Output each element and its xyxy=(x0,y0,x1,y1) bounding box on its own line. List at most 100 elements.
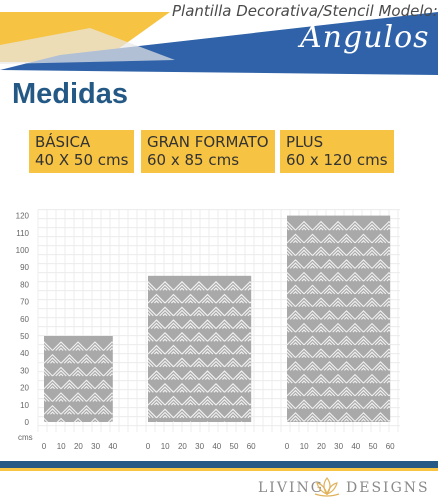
chevron-mark xyxy=(337,335,356,346)
chevron-mark xyxy=(298,377,310,384)
chevron-mark xyxy=(109,398,113,402)
chevron-mark xyxy=(55,344,67,351)
chevron-mark xyxy=(303,233,322,244)
chevron-mark xyxy=(61,431,78,440)
chevron-mark xyxy=(319,432,323,434)
chevron-mark xyxy=(287,344,288,345)
chevron-mark xyxy=(310,367,315,371)
chevron-mark xyxy=(150,322,163,329)
chevron-mark xyxy=(44,362,45,364)
chevron-mark xyxy=(318,354,324,358)
chevron-mark xyxy=(398,324,415,333)
chevron-mark xyxy=(50,360,55,364)
chevron-mark xyxy=(287,322,296,333)
chevron-mark xyxy=(312,348,330,358)
chevron-mark xyxy=(404,305,408,307)
chevron-mark xyxy=(265,429,276,434)
chevron-mark xyxy=(340,287,353,295)
chevron-mark xyxy=(250,422,267,431)
chevron-mark xyxy=(106,344,113,351)
chevron-mark xyxy=(218,373,231,380)
chevron-mark xyxy=(92,373,98,377)
chevron-mark xyxy=(176,386,188,393)
chevron-mark xyxy=(179,312,185,317)
chevron-mark xyxy=(259,384,276,393)
chevron-mark xyxy=(363,246,381,256)
chevron-mark xyxy=(315,326,327,333)
chevron-mark xyxy=(340,338,353,346)
chevron-mark xyxy=(380,373,391,384)
footer-brand-right: DESIGNS xyxy=(346,480,430,496)
chevron-mark xyxy=(361,265,366,269)
chevron-mark xyxy=(159,360,171,368)
chevron-mark xyxy=(320,233,339,244)
chevron-mark xyxy=(312,271,330,282)
chevron-mark xyxy=(363,399,381,409)
chevron-mark xyxy=(50,385,55,390)
chevron-mark xyxy=(361,445,365,447)
chevron-mark xyxy=(247,363,252,368)
chevron-mark xyxy=(148,344,166,355)
chevron-mark xyxy=(374,364,387,371)
chevron-mark xyxy=(176,335,188,342)
chevron-mark xyxy=(162,312,168,317)
chevron-mark xyxy=(366,249,378,256)
chevron-mark xyxy=(173,332,191,342)
chevron-mark xyxy=(366,326,378,333)
chevron-mark xyxy=(289,262,302,269)
chevron-mark xyxy=(173,281,191,291)
chevron-mark xyxy=(44,420,46,422)
chevron-mark xyxy=(318,252,324,256)
x-tick-label: 0 xyxy=(42,442,47,451)
chevron-mark xyxy=(354,284,373,295)
chevron-mark xyxy=(81,434,92,439)
chevron-mark xyxy=(86,392,104,402)
chevron-mark xyxy=(148,357,157,368)
chevron-mark xyxy=(293,392,298,397)
chevron-mark xyxy=(383,275,391,282)
chevron-mark xyxy=(156,281,174,291)
chevron-mark xyxy=(357,364,370,371)
chevron-mark xyxy=(344,265,349,269)
chevron-mark xyxy=(276,241,280,243)
x-tick-label: 10 xyxy=(161,442,170,451)
chevron-mark xyxy=(154,325,159,329)
chevron-mark xyxy=(227,335,239,342)
chevron-mark xyxy=(249,326,252,329)
chevron-mark xyxy=(404,279,408,281)
chevron-mark xyxy=(244,309,252,317)
chevron-mark xyxy=(310,290,315,295)
chevron-mark xyxy=(337,259,356,269)
chevron-mark xyxy=(262,426,279,435)
chevron-mark xyxy=(306,287,319,295)
chevron-mark xyxy=(298,351,310,358)
chevron-mark xyxy=(352,405,358,409)
chevron-mark xyxy=(109,347,113,351)
chevron-mark xyxy=(335,354,341,358)
chevron-mark xyxy=(352,227,358,231)
chevron-mark xyxy=(44,431,61,440)
chevron-mark xyxy=(369,227,375,231)
chevron-mark xyxy=(176,309,188,317)
chevron-mark xyxy=(386,380,391,384)
chevron-mark xyxy=(350,429,361,434)
chevron-mark xyxy=(285,432,289,434)
chevron-mark xyxy=(349,326,361,333)
chevron-mark xyxy=(196,363,202,368)
chevron-mark xyxy=(295,373,313,384)
chevron-mark xyxy=(357,287,370,295)
chevron-mark xyxy=(363,373,381,384)
chevron-mark xyxy=(265,441,269,443)
chevron-mark xyxy=(193,411,205,419)
chevron-mark xyxy=(84,411,89,415)
chevron-mark xyxy=(33,438,37,440)
chevron-mark xyxy=(44,353,62,364)
chevron-mark xyxy=(398,298,415,307)
chevron-mark xyxy=(312,322,330,333)
chevron-mark xyxy=(44,341,53,351)
chevron-mark xyxy=(121,342,138,351)
chevron-mark xyxy=(154,300,159,304)
chevron-mark xyxy=(346,348,364,358)
chevron-mark xyxy=(67,438,71,440)
chevron-mark xyxy=(148,395,166,406)
